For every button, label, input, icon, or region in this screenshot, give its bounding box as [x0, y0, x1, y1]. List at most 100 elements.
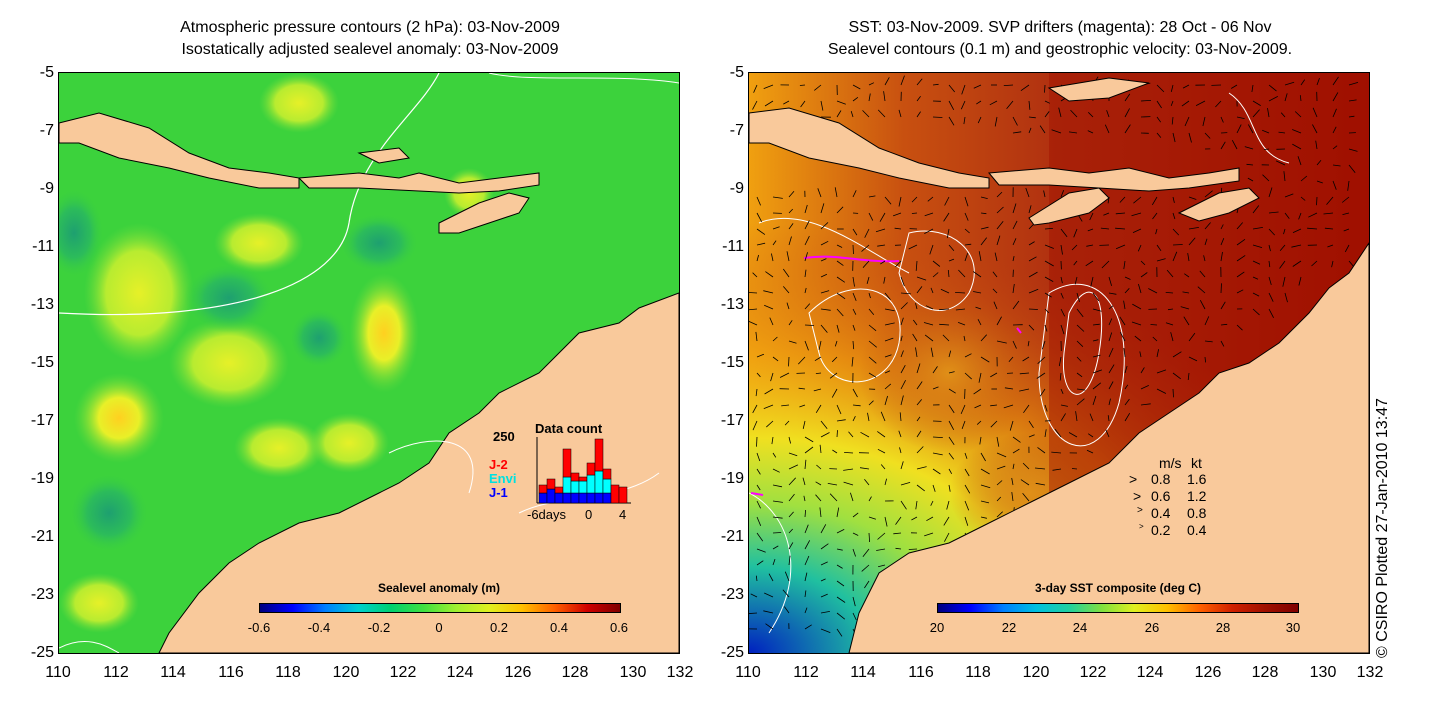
velocity-arrow [802, 477, 806, 486]
velocity-arrow [788, 320, 793, 326]
velocity-arrow [884, 516, 888, 527]
velocity-arrow [852, 308, 857, 315]
velocity-arrow [772, 516, 783, 519]
velocity-arrow [1170, 84, 1174, 92]
velocity-arrow [804, 509, 806, 518]
velocity-arrow [1284, 193, 1294, 198]
y-tick-label: -19 [720, 470, 744, 487]
velocity-arrow [756, 242, 766, 246]
velocity-arrow [1108, 332, 1113, 342]
x-tick-label: 122 [1079, 664, 1107, 681]
velocity-arrow [990, 420, 998, 428]
velocity-arrow [1252, 244, 1263, 248]
y-tick-label: -13 [720, 296, 744, 313]
left-colorbar-label: 0 [435, 620, 443, 635]
velocity-arrow [1115, 244, 1126, 250]
velocity-arrow [911, 212, 918, 214]
y-tick-label: -15 [720, 354, 744, 371]
velocity-arrow [1108, 364, 1115, 374]
velocity-arrow [820, 203, 825, 214]
velocity-arrow [1188, 237, 1196, 246]
velocity-arrow [772, 545, 779, 550]
velocity-arrow [884, 478, 887, 486]
velocity-arrow [804, 524, 809, 534]
velocity-arrow [772, 356, 779, 362]
velocity-arrow [973, 388, 982, 395]
velocity-arrow [895, 547, 902, 550]
right-colorbar-title: 3-day SST composite (deg C) [1034, 581, 1202, 595]
velocity-arrow [1060, 292, 1064, 299]
velocity-arrow [1044, 260, 1054, 267]
velocity-arrow [1268, 260, 1271, 268]
velocity-arrow [852, 276, 855, 287]
velocity-arrow [930, 500, 934, 506]
velocity-arrow [836, 419, 846, 422]
velocity-arrow [1012, 238, 1017, 246]
velocity-arrow [1089, 413, 1094, 422]
velocity-arrow [1230, 84, 1238, 89]
x-tick-label: 110 [45, 664, 71, 681]
velocity-arrow [948, 100, 955, 110]
x-tick-label: 130 [1309, 664, 1337, 681]
left-title-line2: Isostatically adjusted sealevel anomaly:… [181, 41, 559, 58]
velocity-arrow [756, 436, 758, 447]
velocity-arrow [820, 432, 830, 438]
velocity-arrow [1282, 276, 1286, 287]
velocity-arrow [1028, 324, 1035, 331]
velocity-arrow [864, 228, 870, 238]
velocity-arrow [948, 258, 955, 262]
velocity-arrow [932, 436, 943, 438]
velocity-arrow [1022, 493, 1030, 502]
velocity-arrow [1342, 212, 1350, 215]
velocity-arrow [1268, 308, 1274, 318]
velocity-arrow [1268, 211, 1279, 214]
velocity-arrow [1124, 288, 1130, 294]
velocity-arrow [993, 301, 998, 310]
velocity-arrow [916, 363, 921, 374]
velocity-arrow [836, 244, 843, 248]
velocity-arrow [1068, 131, 1078, 134]
velocity-arrow [771, 253, 774, 262]
velocity-arrow [1244, 146, 1254, 150]
velocity-arrow [782, 268, 790, 278]
velocity-arrow [867, 412, 870, 422]
velocity-arrow [1172, 196, 1175, 203]
velocity-arrow [836, 276, 846, 283]
velocity-arrow [864, 479, 870, 486]
right-title-line1: SST: 03-Nov-2009. SVP drifters (magenta)… [848, 19, 1272, 36]
velocity-arrow [943, 516, 950, 526]
velocity-arrow [816, 464, 822, 470]
velocity-arrow [980, 196, 988, 199]
velocity-legend-header-kt: kt [1191, 455, 1202, 471]
velocity-arrow [960, 404, 966, 415]
velocity-arrow [820, 543, 829, 550]
velocity-arrow [900, 335, 903, 342]
velocity-arrow [915, 347, 918, 358]
velocity-arrow [1124, 276, 1131, 280]
velocity-arrow [1182, 84, 1190, 89]
velocity-arrow [868, 324, 877, 332]
velocity-arrow [836, 564, 843, 569]
velocity-arrow [944, 196, 950, 206]
velocity-arrow [932, 484, 936, 492]
x-tick-label: 124 [1136, 664, 1164, 681]
velocity-arrow [932, 386, 939, 390]
velocity-arrow [1103, 212, 1110, 216]
velocity-arrow [815, 372, 822, 374]
velocity-arrow [879, 212, 886, 222]
velocity-arrow [772, 196, 783, 199]
velocity-arrow [1131, 212, 1142, 217]
velocity-arrow [1182, 291, 1190, 294]
velocity-arrow [829, 493, 838, 502]
velocity-arrow [932, 116, 943, 118]
velocity-arrow [996, 206, 1004, 214]
velocity-arrow [939, 308, 950, 311]
velocity-arrow [1312, 124, 1318, 134]
velocity-arrow [1197, 286, 1206, 294]
velocity-arrow [862, 260, 870, 268]
velocity-arrow [1231, 140, 1238, 150]
velocity-arrow [1092, 369, 1103, 374]
velocity-arrow [894, 227, 902, 230]
velocity-arrow [884, 322, 895, 326]
velocity-arrow [1284, 93, 1288, 102]
